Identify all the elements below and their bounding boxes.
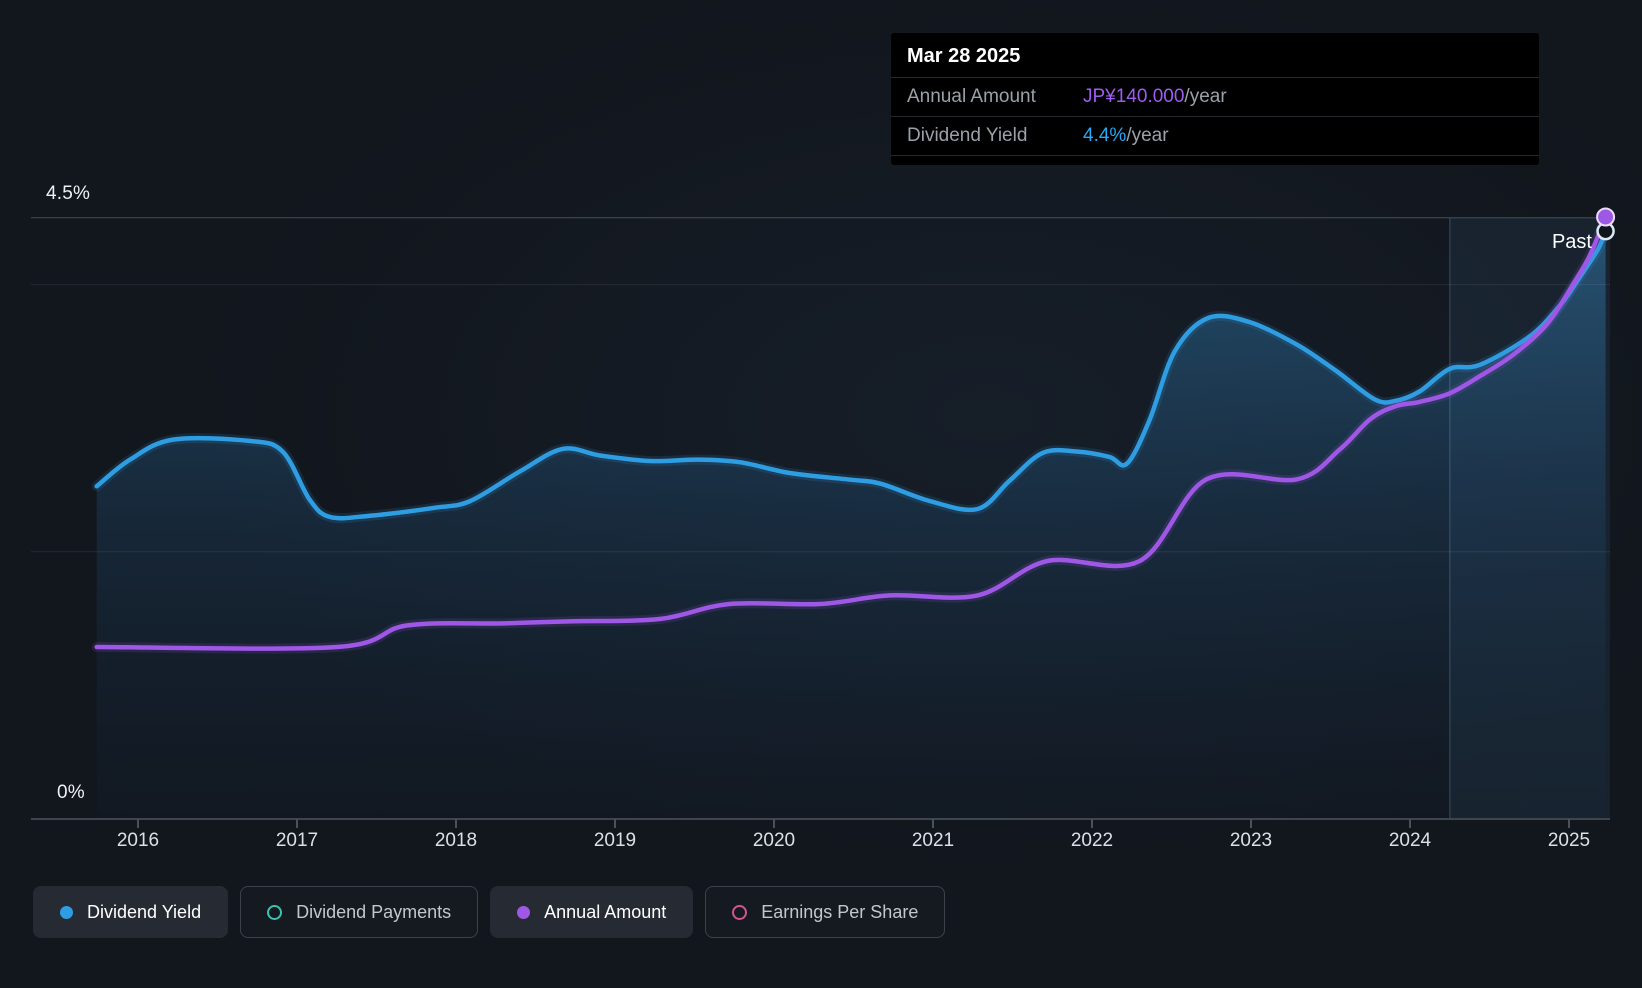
legend-button-earnings-per-share[interactable]: Earnings Per Share [705,886,946,938]
x-axis-label-2019: 2019 [593,830,637,851]
x-axis-label-2024: 2024 [1388,830,1432,851]
tooltip-suffix: /year [1126,125,1169,146]
legend-marker-earnings-per-share-icon [732,904,748,920]
tooltip-row-annual-amount: Annual Amount JP¥140.000/year [891,78,1539,116]
tooltip-suffix: /year [1184,86,1227,107]
chart-tooltip: Mar 28 2025 Annual Amount JP¥140.000/yea… [891,33,1539,165]
legend-label-dividend-yield: Dividend Yield [87,901,202,922]
x-axis-label-2025: 2025 [1547,830,1591,851]
x-axis-label-2021: 2021 [911,830,955,851]
tooltip-value-wrap: 4.4%/year [1083,125,1523,147]
x-axis-label-2017: 2017 [275,830,319,851]
tooltip-date: Mar 28 2025 [907,45,1021,67]
x-axis-label-2020: 2020 [752,830,796,851]
legend-marker-dividend-yield-icon [60,905,73,919]
legend-button-dividend-yield[interactable]: Dividend Yield [33,886,229,938]
tooltip-value: JP¥140.000 [1083,86,1185,107]
dividend-yield-line [94,228,1608,521]
x-axis-label-2016: 2016 [116,830,160,851]
legend-marker-dividend-payments-icon [267,904,283,920]
legend-button-dividend-payments[interactable]: Dividend Payments [240,886,479,938]
legend-marker-annual-amount-icon [517,905,531,919]
tooltip-value-wrap: JP¥140.000/year [1083,86,1523,108]
x-axis-label-2018: 2018 [434,830,478,851]
legend-label-earnings-per-share: Earnings Per Share [761,901,919,922]
tooltip-label: Dividend Yield [907,125,1028,146]
annual-amount-endpoint-marker [1596,207,1616,227]
tooltip-divider [891,116,1539,117]
annual-amount-line [94,214,1608,651]
tooltip-value: 4.4% [1083,125,1127,146]
tooltip-divider [891,155,1539,156]
tooltip-divider [891,77,1539,78]
past-period-label: Past [1551,231,1592,253]
tooltip-label: Annual Amount [907,86,1036,107]
legend-label-annual-amount: Annual Amount [544,901,667,922]
dividend-yield-area [96,231,1606,819]
x-axis-label-2023: 2023 [1229,830,1273,851]
tooltip-row-dividend-yield: Dividend Yield 4.4%/year [891,117,1539,155]
y-axis-label-top: 4.5% [46,183,91,204]
legend-button-annual-amount[interactable]: Annual Amount [490,886,694,938]
legend-label-dividend-payments: Dividend Payments [296,901,452,922]
x-axis-label-2022: 2022 [1070,830,1114,851]
y-axis-label-zero: 0% [57,782,85,803]
chart-legend: Dividend Yield Dividend Payments Annual Am… [33,886,946,938]
x-axis-labels: 2016 2017 2018 2019 2020 2021 2022 2023 2024 2025 [0,830,1642,856]
